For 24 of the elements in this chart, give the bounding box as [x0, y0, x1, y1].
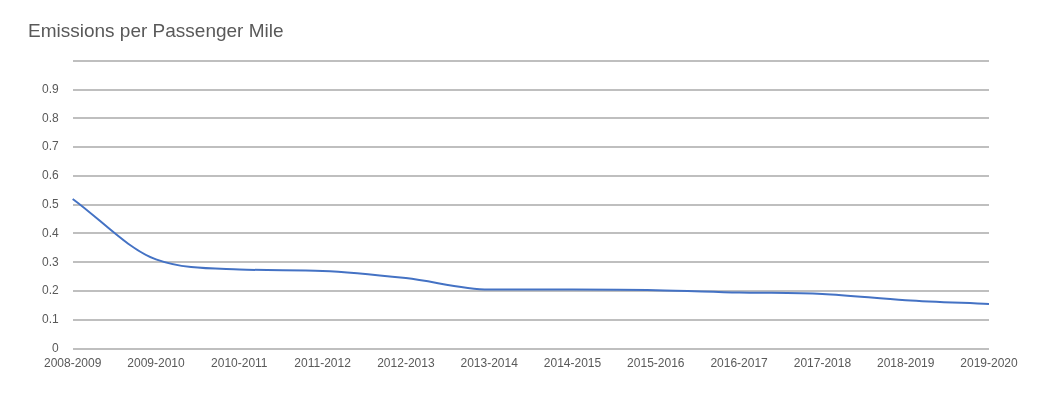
x-tick-label: 2016-2017	[710, 356, 769, 371]
x-tick-label: 2018-2019	[877, 356, 935, 371]
y-tick-label: 0.5	[41, 197, 59, 212]
x-tick-label: 2008-2009	[43, 356, 102, 371]
y-tick-label: 0.4	[41, 225, 59, 240]
line-series	[71, 197, 990, 305]
y-tick-label: 0.9	[41, 81, 59, 96]
x-tick-label: 2015-2016	[627, 356, 685, 371]
x-tick-label: 2012-2013	[377, 356, 435, 371]
y-tick-label: 0.1	[41, 312, 59, 327]
x-tick-label: 2019-2020	[960, 356, 1019, 371]
x-tick-label: 2017-2018	[793, 356, 852, 371]
x-tick-label: 2010-2011	[211, 356, 268, 371]
y-tick-label: 0	[51, 340, 59, 355]
y-tick-label: 0.7	[41, 139, 59, 154]
y-tick-label: 0.8	[41, 110, 59, 125]
y-tick-label: 0.6	[41, 168, 59, 183]
x-tick-label: 2014-2015	[543, 356, 602, 371]
x-tick-label: 2013-2014	[460, 356, 519, 371]
chart-title: Emissions per Passenger Mile	[28, 19, 284, 41]
x-tick-label: 2009-2010	[127, 356, 185, 371]
x-tick-label: 2011-2012	[294, 356, 352, 371]
y-tick-label: 0.2	[41, 283, 59, 298]
y-tick-label: 0.3	[41, 254, 59, 269]
